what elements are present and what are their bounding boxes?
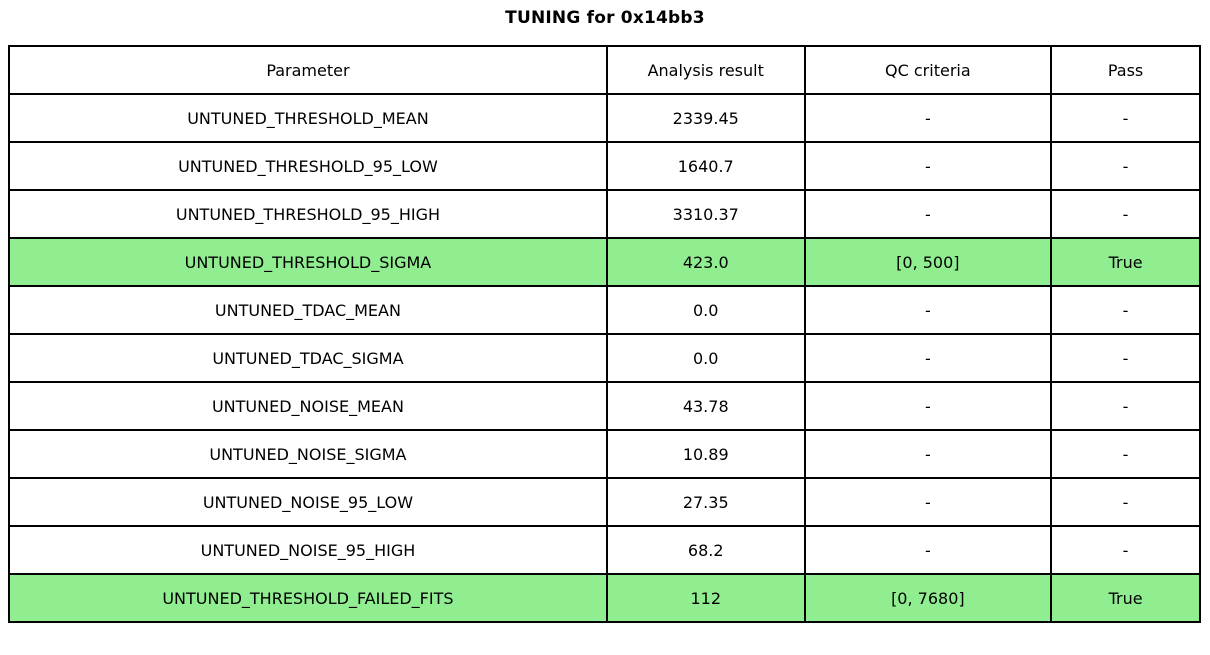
parameter-cell: UNTUNED_THRESHOLD_SIGMA [8,237,608,287]
column-header-qc-criteria: QC criteria [803,45,1053,95]
qc-criteria-cell: - [803,477,1053,527]
analysis-result-cell: 0.0 [605,285,806,335]
analysis-result-cell: 1640.7 [605,141,806,191]
qc-criteria-cell: - [803,381,1053,431]
pass-cell: - [1050,477,1201,527]
analysis-result-cell: 10.89 [605,429,806,479]
pass-cell: - [1050,189,1201,239]
parameter-cell: UNTUNED_NOISE_95_LOW [8,477,608,527]
table-row: UNTUNED_THRESHOLD_FAILED_FITS 112 [0, 7680… [8,573,1201,623]
parameter-cell: UNTUNED_THRESHOLD_FAILED_FITS [8,573,608,623]
analysis-result-cell: 423.0 [605,237,806,287]
qc-criteria-cell: - [803,525,1053,575]
pass-cell: - [1050,333,1201,383]
parameter-cell: UNTUNED_NOISE_95_HIGH [8,525,608,575]
column-header-parameter: Parameter [8,45,608,95]
table-row: UNTUNED_NOISE_SIGMA 10.89- - [8,429,1201,479]
parameter-cell: UNTUNED_NOISE_SIGMA [8,429,608,479]
parameter-cell: UNTUNED_TDAC_SIGMA [8,333,608,383]
analysis-result-cell: 43.78 [605,381,806,431]
parameter-cell: UNTUNED_THRESHOLD_95_LOW [8,141,608,191]
analysis-result-cell: 2339.45 [605,93,806,143]
parameter-cell: UNTUNED_NOISE_MEAN [8,381,608,431]
pass-cell: - [1050,93,1201,143]
parameter-cell: UNTUNED_TDAC_MEAN [8,285,608,335]
qc-criteria-cell: - [803,333,1053,383]
table-row: UNTUNED_THRESHOLD_MEAN 2339.45- - [8,93,1201,143]
page-title: TUNING for 0x14bb3 [505,8,705,28]
parameter-cell: UNTUNED_THRESHOLD_95_HIGH [8,189,608,239]
column-header-pass: Pass [1050,45,1201,95]
qc-criteria-cell: - [803,429,1053,479]
analysis-result-cell: 68.2 [605,525,806,575]
pass-cell: - [1050,525,1201,575]
analysis-result-cell: 27.35 [605,477,806,527]
qc-criteria-cell: - [803,141,1053,191]
table-row: UNTUNED_TDAC_SIGMA 0.0- - [8,333,1201,383]
pass-cell: True [1050,573,1201,623]
table-row: UNTUNED_THRESHOLD_95_LOW 1640.7- - [8,141,1201,191]
table-row: UNTUNED_NOISE_MEAN 43.78- - [8,381,1201,431]
pass-cell: - [1050,285,1201,335]
pass-cell: - [1050,429,1201,479]
table-row: UNTUNED_TDAC_MEAN 0.0- - [8,285,1201,335]
table-row: UNTUNED_THRESHOLD_SIGMA 423.0 [0, 500] True [8,237,1201,287]
analysis-result-cell: 112 [605,573,806,623]
qc-criteria-cell: - [803,189,1053,239]
pass-cell: - [1050,381,1201,431]
qc-criteria-cell: - [803,285,1053,335]
qc-criteria-cell: [0, 7680] [803,573,1053,623]
table-row: UNTUNED_THRESHOLD_95_HIGH 3310.37- - [8,189,1201,239]
qc-criteria-cell: - [803,93,1053,143]
table-row: UNTUNED_NOISE_95_HIGH 68.2- - [8,525,1201,575]
parameter-cell: UNTUNED_THRESHOLD_MEAN [8,93,608,143]
pass-cell: - [1050,141,1201,191]
analysis-result-cell: 3310.37 [605,189,806,239]
table-row: UNTUNED_NOISE_95_LOW 27.35- - [8,477,1201,527]
pass-cell: True [1050,237,1201,287]
column-header-analysis-result: Analysis result [605,45,806,95]
header-row: Parameter Analysis result QC criteria Pa… [8,45,1201,95]
analysis-result-cell: 0.0 [605,333,806,383]
qc-results-table: Parameter Analysis result QC criteria Pa… [8,45,1201,623]
qc-criteria-cell: [0, 500] [803,237,1053,287]
